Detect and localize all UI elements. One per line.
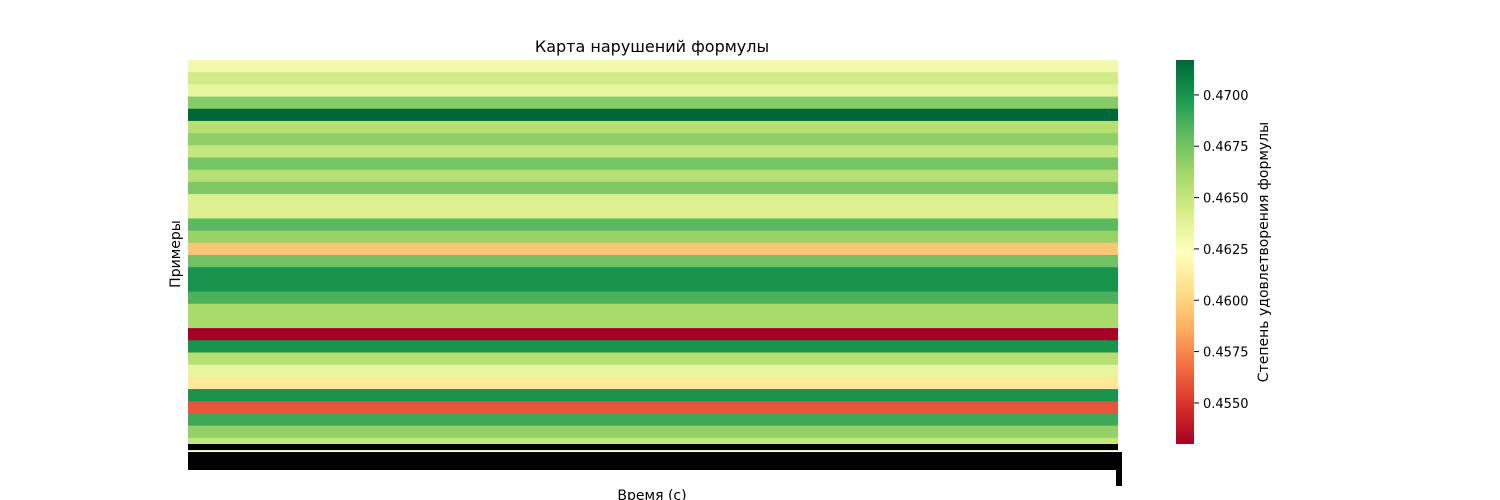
heatmap-row — [188, 267, 1118, 280]
colorbar-tick-label: 0.4575 — [1203, 346, 1249, 361]
heatmap-row — [188, 108, 1118, 122]
heatmap-row — [188, 315, 1118, 329]
colorbar-tick-label: 0.4550 — [1203, 397, 1249, 412]
colorbar — [1176, 60, 1194, 444]
heatmap-row — [188, 72, 1118, 85]
heatmap-row — [188, 194, 1118, 207]
heatmap-row — [188, 352, 1118, 366]
x-tick-label-overflow — [1116, 468, 1122, 486]
heatmap-row — [188, 279, 1118, 293]
chart-title: Карта нарушений формулы — [535, 37, 769, 56]
heatmap-row — [188, 340, 1118, 354]
colorbar-tick-label: 0.4675 — [1203, 140, 1249, 155]
heatmap-row — [188, 120, 1118, 134]
heatmap-row — [188, 96, 1118, 110]
heatmap-row — [188, 157, 1118, 171]
heatmap-row — [188, 376, 1118, 390]
heatmap-row — [188, 181, 1118, 195]
heatmap-rows — [188, 60, 1118, 451]
heatmap-row — [188, 145, 1118, 159]
colorbar-tick-label: 0.4625 — [1203, 243, 1249, 258]
heatmap-row — [188, 218, 1118, 232]
heatmap-row — [188, 84, 1118, 98]
heatmap-row — [188, 169, 1118, 183]
heatmap-row — [188, 401, 1118, 415]
heatmap-row — [188, 389, 1118, 402]
heatmap-row — [188, 230, 1118, 244]
x-tick-strip — [188, 444, 1118, 450]
colorbar-ticks: 0.4550 0.4575 0.4600 0.4625 0.4650 0.4675 0.47… — [1194, 89, 1249, 412]
heatmap-row — [188, 206, 1118, 220]
heatmap-row — [188, 303, 1118, 317]
x-tick-label-cluster — [188, 452, 1122, 470]
heatmap-row — [188, 133, 1118, 146]
heatmap-row — [188, 291, 1118, 305]
colorbar-tick-label: 0.4600 — [1203, 294, 1249, 309]
heatmap-row — [188, 364, 1118, 378]
heatmap-row — [188, 425, 1118, 439]
x-axis-label: Время (с) — [617, 488, 686, 500]
heatmap-row — [188, 255, 1118, 268]
colorbar-label: Степень удовлетворения формулы — [1256, 122, 1272, 382]
heatmap-row — [188, 60, 1118, 73]
heatmap-row — [188, 242, 1118, 256]
heatmap-row — [188, 413, 1118, 427]
y-axis-label: Примеры — [168, 220, 184, 288]
colorbar-tick-label: 0.4650 — [1203, 192, 1249, 207]
heatmap-row — [188, 328, 1118, 341]
x-axis-ticks — [188, 444, 1122, 486]
colorbar-tick-label: 0.4700 — [1203, 89, 1249, 104]
